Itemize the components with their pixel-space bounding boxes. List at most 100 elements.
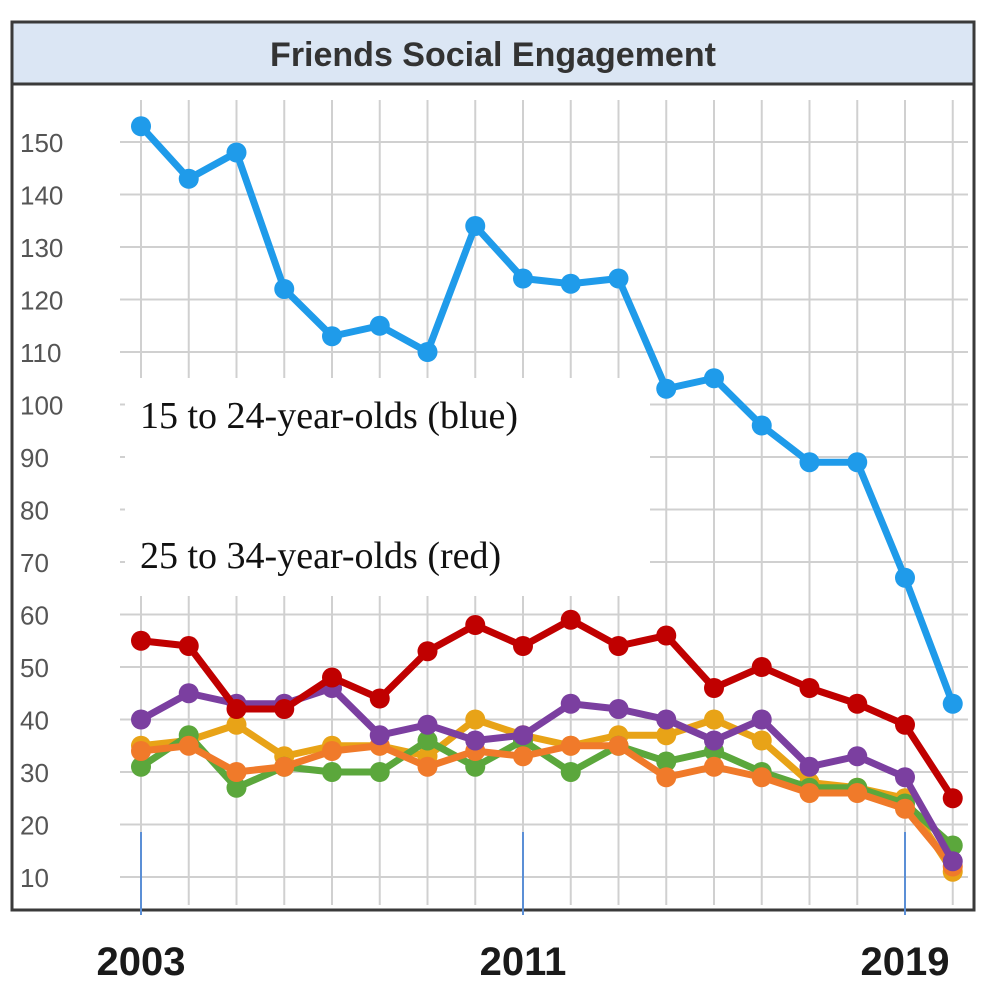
data-point — [704, 368, 724, 389]
data-point — [942, 693, 963, 714]
y-tick-label: 60 — [20, 601, 49, 631]
y-tick-label: 80 — [20, 496, 49, 526]
data-point — [178, 683, 199, 704]
data-point — [656, 625, 677, 646]
data-point — [131, 116, 151, 137]
data-point — [942, 851, 963, 872]
data-point — [513, 746, 533, 767]
data-point — [417, 756, 438, 777]
data-point — [560, 273, 581, 294]
data-point — [369, 725, 390, 746]
data-point — [704, 678, 724, 698]
annotation-blue: 15 to 24-year-olds (blue) — [140, 395, 518, 437]
y-tick-label: 110 — [20, 338, 61, 368]
annotation-box — [125, 378, 650, 596]
data-point — [751, 767, 772, 788]
data-point — [274, 699, 295, 719]
data-point — [226, 714, 247, 735]
data-point — [560, 735, 581, 756]
data-point — [417, 342, 438, 362]
data-point — [322, 326, 342, 347]
data-point — [417, 641, 438, 662]
data-point — [656, 767, 677, 788]
y-tick-label: 140 — [20, 181, 63, 211]
x-tick-label: 2019 — [861, 940, 950, 984]
data-point — [560, 693, 581, 714]
data-point — [751, 730, 772, 751]
data-point — [369, 688, 390, 709]
data-point — [656, 751, 677, 772]
annotation-red: 25 to 34-year-olds (red) — [140, 535, 501, 577]
y-tick-label: 90 — [20, 443, 49, 473]
data-point — [513, 636, 533, 656]
data-point — [847, 783, 868, 803]
x-axis-ticks: 2003 2011 2019 — [97, 832, 950, 984]
data-point — [799, 783, 820, 803]
data-point — [799, 756, 820, 777]
data-point — [465, 756, 486, 777]
data-point — [513, 725, 533, 746]
data-point — [513, 268, 533, 289]
data-point — [895, 567, 915, 588]
data-point — [226, 142, 247, 163]
data-point — [465, 730, 486, 751]
data-point — [656, 378, 677, 399]
data-point — [942, 788, 963, 809]
data-point — [608, 636, 629, 656]
y-tick-label: 40 — [20, 706, 49, 736]
data-point — [799, 452, 820, 473]
data-point — [751, 657, 772, 677]
data-point — [131, 756, 151, 777]
data-point — [704, 709, 724, 730]
data-point — [608, 268, 629, 289]
data-point — [608, 735, 629, 756]
chart-title: Friends Social Engagement — [270, 36, 716, 74]
series-group — [131, 116, 963, 882]
data-point — [322, 762, 342, 782]
data-point — [131, 630, 151, 651]
data-point — [322, 741, 342, 761]
y-tick-label: 150 — [20, 128, 63, 158]
data-point — [226, 762, 247, 782]
data-point — [226, 777, 247, 798]
data-point — [369, 315, 390, 336]
y-axis-ticks: 10 20 30 40 50 60 70 80 90 100 110 120 130 140 150 — [20, 128, 63, 893]
x-tick-label: 2011 — [480, 940, 567, 984]
y-tick-label: 120 — [20, 286, 63, 316]
data-point — [704, 756, 724, 777]
data-point — [847, 746, 868, 767]
title-bar — [10, 20, 976, 86]
data-point — [560, 762, 581, 782]
y-tick-label: 70 — [20, 548, 49, 578]
data-point — [895, 798, 915, 819]
data-point — [322, 667, 342, 688]
data-point — [465, 216, 486, 236]
data-point — [847, 693, 868, 714]
data-point — [178, 636, 199, 656]
data-point — [465, 615, 486, 635]
y-tick-label: 20 — [20, 811, 49, 841]
series-5 — [131, 609, 963, 809]
data-point — [274, 756, 295, 777]
data-point — [560, 609, 581, 630]
data-point — [131, 709, 151, 730]
y-tick-label: 130 — [20, 233, 63, 263]
data-point — [178, 168, 199, 189]
data-point — [656, 709, 677, 730]
data-point — [226, 699, 247, 719]
y-tick-label: 50 — [20, 653, 49, 683]
data-point — [131, 741, 151, 761]
data-point — [465, 709, 486, 730]
data-point — [751, 415, 772, 436]
series-0 — [131, 116, 963, 714]
data-point — [608, 699, 629, 719]
y-tick-label: 30 — [20, 758, 49, 788]
y-tick-label: 100 — [20, 391, 63, 421]
data-point — [895, 714, 915, 735]
data-point — [704, 730, 724, 751]
data-point — [751, 709, 772, 730]
data-point — [274, 279, 295, 299]
data-point — [417, 714, 438, 735]
data-point — [799, 678, 820, 698]
